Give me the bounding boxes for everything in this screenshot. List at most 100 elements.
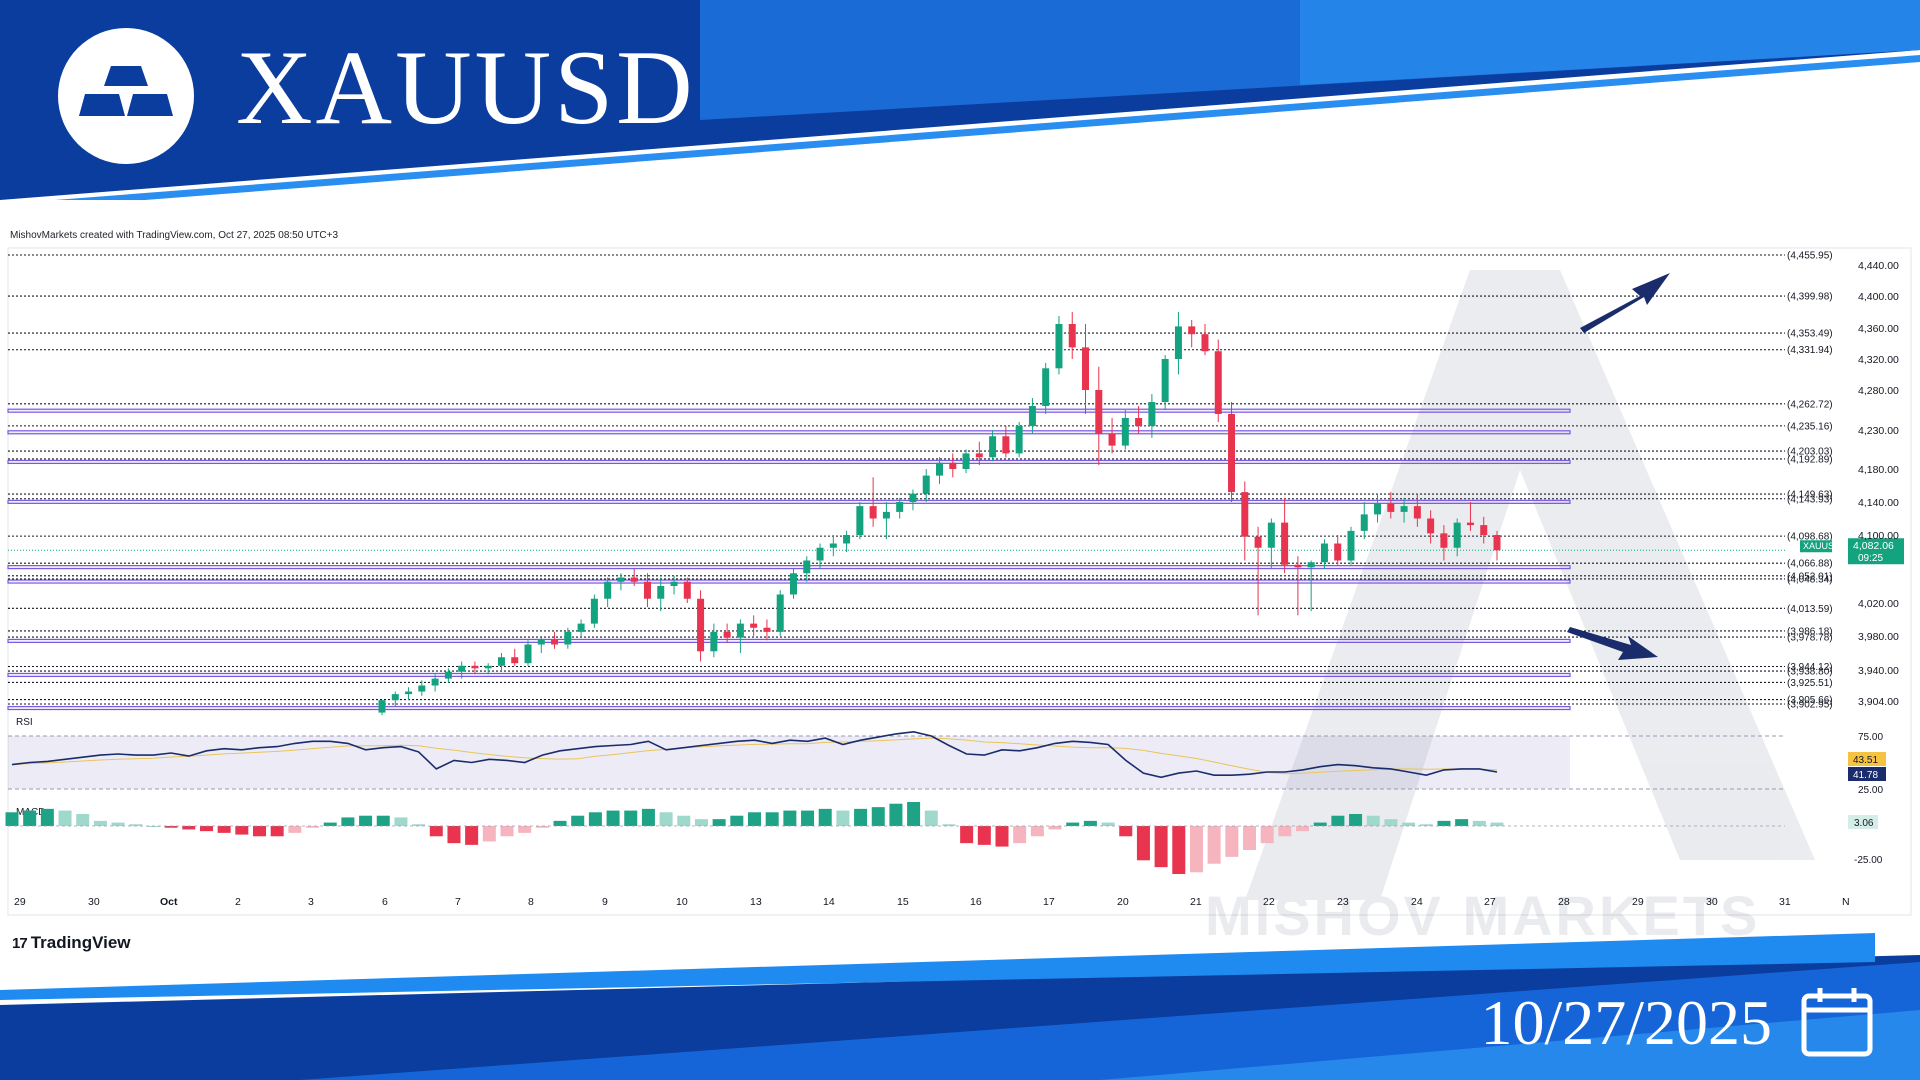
y-tick-12: 3,904.00 <box>1858 696 1899 708</box>
sr-zone-5 <box>7 579 1571 584</box>
macd-bar-13 <box>235 826 249 835</box>
candle-body-47 <box>1002 436 1010 454</box>
candle-body-12 <box>537 639 545 645</box>
candle-body-75 <box>1374 503 1382 515</box>
level-label-6: (4,203.03) <box>1787 447 1833 458</box>
rsi-ma-tag <box>1848 752 1886 766</box>
countdown-label: 09:25 <box>1858 553 1883 564</box>
candle-body-77 <box>1400 506 1408 512</box>
last-price-tag <box>1848 538 1904 565</box>
x-tick-10: 13 <box>750 896 762 908</box>
level-label-4: (4,262.72) <box>1787 399 1833 410</box>
macd-bar-84 <box>1490 822 1504 826</box>
macd-bar-81 <box>1437 820 1451 826</box>
macd-bar-5 <box>93 820 107 826</box>
macd-bar-8 <box>146 826 160 827</box>
macd-bar-30 <box>535 826 549 828</box>
candle-body-82 <box>1466 522 1474 526</box>
macd-bar-52 <box>924 810 938 826</box>
y-tick-4: 4,280.00 <box>1858 385 1899 397</box>
candle-body-23 <box>683 581 691 599</box>
y-tick-6: 4,180.00 <box>1858 464 1899 476</box>
symbol-tag <box>1800 540 1832 553</box>
gold-bars-icon <box>79 66 173 116</box>
macd-bar-20 <box>359 815 373 826</box>
sr-zone-2 <box>7 459 1571 465</box>
level-label-9: (4,143.93) <box>1787 494 1833 505</box>
macd-bar-48 <box>854 808 868 826</box>
candle-body-57 <box>1135 418 1143 426</box>
macd-bar-35 <box>624 810 638 826</box>
x-tick-8: 9 <box>602 896 608 908</box>
candle-body-78 <box>1413 506 1421 519</box>
sr-zone-3 <box>7 499 1571 504</box>
candle-body-76 <box>1387 503 1395 512</box>
macd-bar-31 <box>553 820 567 826</box>
arrow-up <box>1580 273 1670 333</box>
macd-bar-49 <box>871 807 885 826</box>
macd-bar-9 <box>164 826 178 828</box>
candle-body-48 <box>1015 426 1023 454</box>
candle-body-33 <box>816 547 824 561</box>
rsi-label: RSI <box>16 717 33 728</box>
candle-body-39 <box>896 502 904 512</box>
macd-bar-21 <box>376 815 390 826</box>
macd-bar-68 <box>1207 826 1221 864</box>
x-tick-19: 24 <box>1411 896 1423 908</box>
macd-bar-23 <box>412 824 426 826</box>
macd-bar-64 <box>1136 826 1150 861</box>
candle-body-29 <box>763 627 771 632</box>
sr-zone-7 <box>7 672 1571 678</box>
level-label-21: (3,902.95) <box>1787 700 1833 711</box>
candle-body-55 <box>1108 433 1116 446</box>
level-label-8: (4,149.63) <box>1787 490 1833 501</box>
macd-bar-24 <box>429 826 443 837</box>
candle-body-62 <box>1201 334 1209 352</box>
calendar-icon <box>1801 988 1873 1057</box>
candle-body-73 <box>1347 530 1355 561</box>
candle-body-80 <box>1440 533 1448 548</box>
macd-bar-44 <box>783 810 797 826</box>
macd-bar-29 <box>518 826 532 833</box>
candle-body-79 <box>1427 518 1435 534</box>
level-label-10: (4,098.68) <box>1787 532 1833 543</box>
macd-bar-3 <box>58 810 72 826</box>
candle-body-56 <box>1121 418 1129 446</box>
candle-body-9 <box>497 657 505 666</box>
candle-body-0 <box>378 700 386 713</box>
candle-body-59 <box>1161 359 1169 402</box>
rsi-value-tag <box>1848 767 1886 781</box>
level-label-15: (3,986.18) <box>1787 626 1833 637</box>
macd-bar-12 <box>217 826 231 833</box>
macd-bar-59 <box>1048 826 1062 830</box>
candle-body-34 <box>829 543 837 548</box>
y-tick-2: 4,360.00 <box>1858 323 1899 335</box>
chart-caption: MishovMarkets created with TradingView.c… <box>10 230 339 241</box>
candle-body-5 <box>444 671 452 679</box>
macd-bar-42 <box>748 812 761 826</box>
level-label-1: (4,399.98) <box>1787 292 1833 303</box>
y-tick-7: 4,140.00 <box>1858 497 1899 509</box>
macd-bar-73 <box>1296 826 1310 832</box>
x-tick-16: 21 <box>1190 896 1202 908</box>
sr-zone-8 <box>7 705 1571 711</box>
level-label-13: (4,048.34) <box>1787 574 1833 585</box>
candle-body-21 <box>657 586 665 599</box>
macd-bar-62 <box>1101 822 1115 826</box>
tradingview-logo-icon: 17 <box>12 935 28 952</box>
level-label-18: (3,938.80) <box>1787 667 1833 678</box>
macd-bar-37 <box>659 812 673 826</box>
rsi-line <box>11 730 1498 779</box>
header-banner <box>0 0 1920 200</box>
candle-body-53 <box>1082 347 1090 390</box>
macd-bar-28 <box>500 826 514 837</box>
macd-bar-71 <box>1260 826 1274 844</box>
level-label-7: (4,192.89) <box>1787 454 1833 465</box>
x-tick-3: 2 <box>235 896 241 908</box>
level-label-0: (4,455.95) <box>1787 251 1833 262</box>
rsi-tick-1: 25.00 <box>1858 785 1883 796</box>
level-label-3: (4,331.94) <box>1787 345 1833 356</box>
candle-body-58 <box>1148 402 1156 426</box>
